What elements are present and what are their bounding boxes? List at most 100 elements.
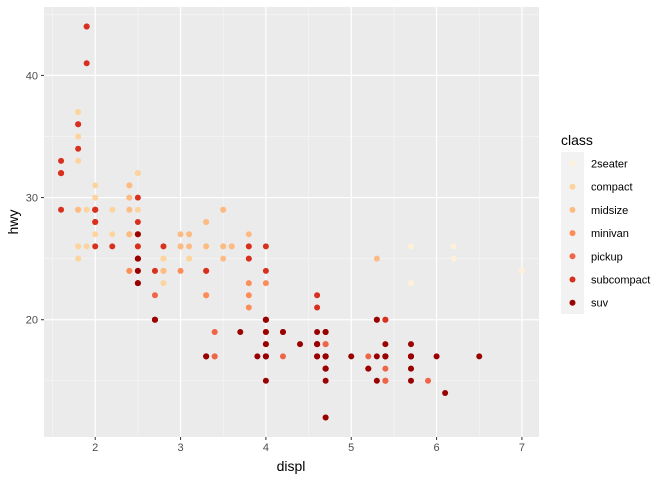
y-tick-label: 20 [26,315,38,327]
data-point [450,243,457,250]
major-grid [44,7,539,437]
data-point [382,353,389,360]
data-point [476,353,483,360]
data-point [297,341,304,348]
series-2seater [407,243,525,287]
data-point [92,231,99,238]
legend-key [569,276,576,283]
data-point [92,219,99,225]
data-point [134,206,141,213]
data-point [92,206,99,213]
legend-item-2seater: 2seater [569,159,628,171]
data-point [382,377,389,384]
data-point [126,182,133,189]
legend-item-minivan: minivan [569,228,629,240]
data-point [75,157,82,164]
data-point [186,255,193,262]
legend-item-compact: compact [569,182,633,194]
series-subcompact [58,23,389,323]
data-point [151,267,158,274]
legend-key [569,253,576,260]
data-point [75,145,82,152]
data-point [407,280,414,287]
data-point [245,304,252,311]
data-point [126,267,133,274]
data-point [425,377,432,384]
data-point [279,353,286,360]
data-point [92,182,99,189]
data-point [262,353,269,360]
x-axis-title: displ [277,458,306,474]
x-tick-label: 5 [348,442,354,454]
data-point [314,304,321,311]
data-points [58,23,525,421]
data-point [83,243,90,250]
data-point [322,414,329,421]
data-point [83,60,90,67]
data-point [262,341,269,348]
data-point [203,219,210,225]
data-point [407,243,414,250]
legend-item-midsize: midsize [569,205,628,217]
data-point [75,121,82,128]
data-point [262,316,269,323]
y-tick-label: 30 [26,193,38,205]
data-point [373,316,380,323]
data-point [134,170,141,177]
data-point [160,255,167,262]
data-point [186,231,193,238]
data-point [58,157,65,164]
x-axis: 2 3 4 5 6 7 [92,437,525,454]
legend-key [569,299,576,306]
data-point [407,341,414,348]
legend-label: minivan [591,228,629,240]
x-tick-label: 7 [519,442,525,454]
data-point [373,255,380,262]
data-point [373,377,380,384]
data-point [109,243,116,250]
data-point [228,243,235,250]
data-point [92,243,99,250]
y-axis-title: hwy [5,210,21,235]
x-tick-label: 3 [177,442,183,454]
data-point [203,353,210,360]
data-point [262,243,269,250]
series-suv [134,231,483,421]
data-point [365,365,372,372]
data-point [151,316,158,323]
plot-panel [44,7,539,437]
data-point [279,328,286,335]
data-point [245,292,252,299]
data-point [382,341,389,348]
legend-label: subcompact [591,275,650,287]
data-point [134,280,141,287]
data-point [407,377,414,384]
legend-key [569,206,576,213]
data-point [177,267,184,274]
data-point [262,280,269,287]
data-point [407,365,414,372]
legend-key [569,230,576,237]
data-point [245,231,252,238]
data-point [373,353,380,360]
data-point [160,243,167,250]
x-tick-label: 2 [92,442,98,454]
data-point [322,353,329,360]
data-point [382,365,389,372]
legend-item-subcompact: subcompact [569,275,650,287]
data-point [245,255,252,262]
data-point [75,206,82,213]
data-point [442,390,449,397]
data-point [109,231,116,238]
data-point [322,328,329,335]
data-point [322,365,329,372]
data-point [126,206,133,213]
data-point [203,243,210,250]
data-point [322,341,329,348]
data-point [134,255,141,262]
legend-label: pickup [591,251,623,263]
data-point [254,353,261,360]
data-point [134,243,141,250]
data-point [211,353,218,360]
data-point [134,231,141,238]
